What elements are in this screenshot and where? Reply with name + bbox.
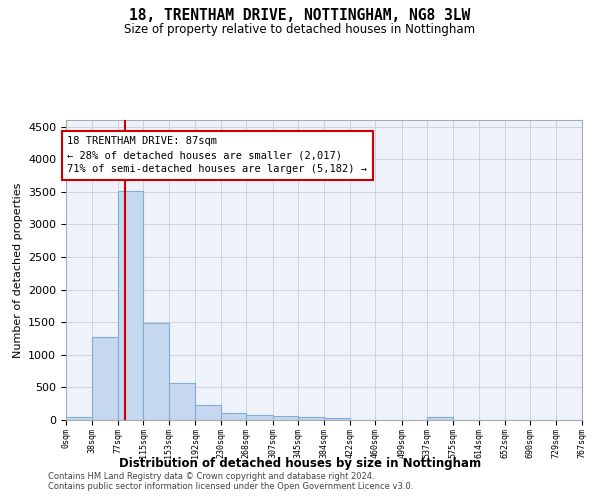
Bar: [92, 337, 118, 420]
Bar: [143, 324, 169, 420]
Bar: [325, 418, 350, 420]
Bar: [272, 416, 298, 420]
Text: Contains public sector information licensed under the Open Government Licence v3: Contains public sector information licen…: [48, 482, 413, 491]
Bar: [118, 191, 143, 420]
Text: Distribution of detached houses by size in Nottingham: Distribution of detached houses by size …: [119, 458, 481, 470]
Bar: [246, 415, 272, 420]
Bar: [427, 416, 453, 420]
Bar: [195, 404, 221, 420]
Bar: [221, 412, 246, 420]
Text: Contains HM Land Registry data © Crown copyright and database right 2024.: Contains HM Land Registry data © Crown c…: [48, 472, 374, 481]
Bar: [66, 418, 92, 420]
Bar: [169, 382, 195, 420]
Text: 18, TRENTHAM DRIVE, NOTTINGHAM, NG8 3LW: 18, TRENTHAM DRIVE, NOTTINGHAM, NG8 3LW: [130, 8, 470, 22]
Text: 18 TRENTHAM DRIVE: 87sqm
← 28% of detached houses are smaller (2,017)
71% of sem: 18 TRENTHAM DRIVE: 87sqm ← 28% of detach…: [67, 136, 367, 174]
Y-axis label: Number of detached properties: Number of detached properties: [13, 182, 23, 358]
Bar: [298, 418, 325, 420]
Text: Size of property relative to detached houses in Nottingham: Size of property relative to detached ho…: [124, 22, 476, 36]
